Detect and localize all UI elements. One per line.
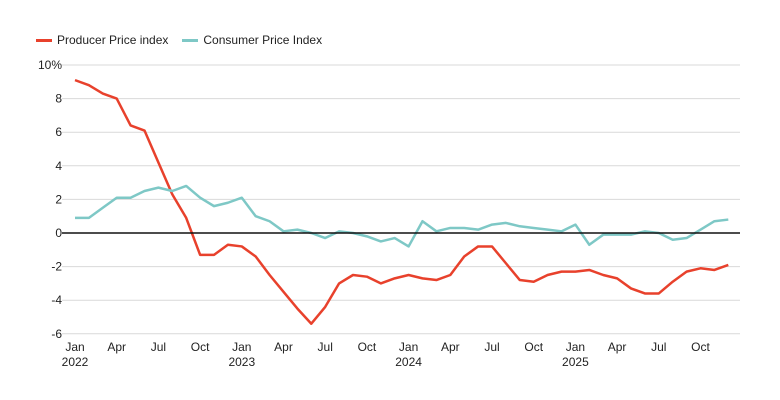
x-tick-label: Apr (107, 340, 126, 354)
y-tick-label: -2 (51, 260, 62, 274)
x-tick-year: 2022 (62, 355, 89, 369)
x-tick-label: Oct (691, 340, 710, 354)
legend-swatch-ppi (36, 38, 52, 42)
y-tick-label: 10% (38, 58, 62, 72)
x-tick-label: Jul (151, 340, 166, 354)
y-tick-label: 0 (55, 226, 62, 240)
series-line-ppi (74, 78, 729, 325)
series-line-cpi (75, 184, 729, 248)
y-tick-label: 2 (55, 192, 62, 206)
x-tick-label: Jul (651, 340, 666, 354)
x-tick-year: 2025 (562, 355, 589, 369)
x-tick-label: Jan (566, 340, 585, 354)
y-tick-label: -4 (51, 293, 62, 307)
legend-label-ppi: Producer Price index (57, 33, 169, 47)
legend: Producer Price index Consumer Price Inde… (36, 33, 322, 47)
x-tick-year: 2024 (395, 355, 422, 369)
y-tick-label: 4 (55, 159, 62, 173)
x-tick-label: Apr (441, 340, 460, 354)
x-tick-label: Jan (65, 340, 84, 354)
x-tick-label: Oct (524, 340, 543, 354)
y-tick-label: -6 (51, 327, 62, 341)
x-tick-label: Jul (484, 340, 499, 354)
x-tick-label: Apr (608, 340, 627, 354)
legend-swatch-cpi (182, 38, 199, 42)
legend-label-cpi: Consumer Price Index (203, 33, 323, 47)
y-tick-label: 6 (55, 125, 62, 139)
x-tick-label: Jul (318, 340, 333, 354)
legend-item-cpi[interactable]: Consumer Price Index (182, 33, 322, 47)
x-tick-label: Apr (274, 340, 293, 354)
y-tick-label: 8 (55, 92, 62, 106)
x-tick-label: Oct (191, 340, 210, 354)
x-tick-year: 2023 (228, 355, 255, 369)
x-tick-label: Oct (358, 340, 377, 354)
x-tick-label: Jan (232, 340, 251, 354)
legend-item-ppi[interactable]: Producer Price index (36, 33, 168, 47)
x-tick-label: Jan (399, 340, 418, 354)
